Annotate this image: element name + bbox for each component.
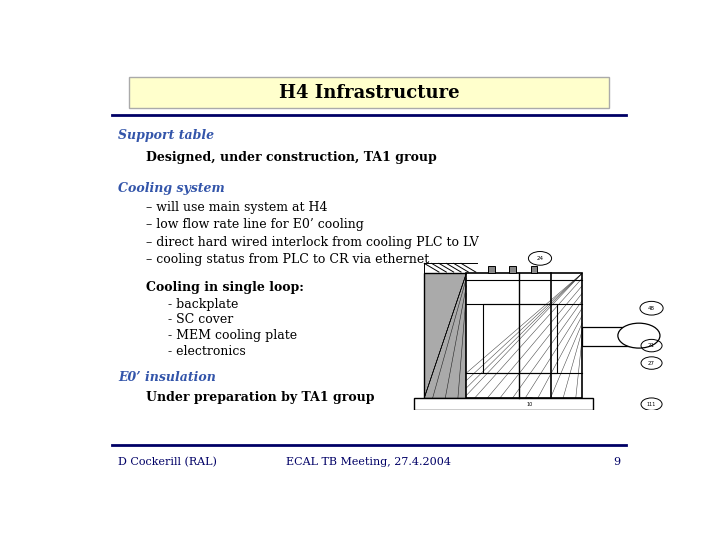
Text: - SC cover: - SC cover bbox=[168, 313, 233, 327]
Text: - MEM cooling plate: - MEM cooling plate bbox=[168, 329, 297, 342]
Text: Designed, under construction, TA1 group: Designed, under construction, TA1 group bbox=[145, 151, 436, 164]
FancyBboxPatch shape bbox=[129, 77, 609, 109]
Text: Cooling in single loop:: Cooling in single loop: bbox=[145, 281, 304, 294]
Text: Cooling system: Cooling system bbox=[118, 182, 225, 195]
Bar bbox=[424, 273, 467, 398]
Bar bbox=[483, 305, 557, 373]
Text: 9: 9 bbox=[613, 457, 620, 467]
Text: 10: 10 bbox=[526, 402, 533, 407]
Text: 111: 111 bbox=[647, 402, 656, 407]
Text: – cooling status from PLC to CR via ethernet: – cooling status from PLC to CR via ethe… bbox=[145, 253, 429, 266]
Text: – low flow rate line for E0’ cooling: – low flow rate line for E0’ cooling bbox=[145, 218, 364, 231]
Text: 21: 21 bbox=[648, 343, 655, 348]
Bar bbox=[488, 266, 495, 273]
Text: - electronics: - electronics bbox=[168, 345, 246, 358]
Text: H4 Infrastructure: H4 Infrastructure bbox=[279, 84, 459, 102]
Text: D Cockerill (RAL): D Cockerill (RAL) bbox=[118, 457, 217, 467]
Text: ECAL TB Meeting, 27.4.2004: ECAL TB Meeting, 27.4.2004 bbox=[287, 457, 451, 467]
Text: E0’ insulation: E0’ insulation bbox=[118, 371, 216, 384]
Circle shape bbox=[618, 323, 660, 348]
Text: Under preparation by TA1 group: Under preparation by TA1 group bbox=[145, 391, 374, 404]
Text: 48: 48 bbox=[648, 306, 655, 310]
Bar bbox=[467, 273, 582, 398]
Text: – direct hard wired interlock from cooling PLC to LV: – direct hard wired interlock from cooli… bbox=[145, 235, 479, 249]
Text: – will use main system at H4: – will use main system at H4 bbox=[145, 201, 328, 214]
Text: 24: 24 bbox=[536, 256, 544, 261]
Bar bbox=[414, 398, 593, 410]
Bar bbox=[531, 266, 537, 273]
Text: Support table: Support table bbox=[118, 129, 214, 142]
Bar bbox=[510, 266, 516, 273]
Text: - backplate: - backplate bbox=[168, 298, 238, 310]
Bar bbox=[582, 327, 635, 346]
Text: 27: 27 bbox=[648, 361, 655, 366]
